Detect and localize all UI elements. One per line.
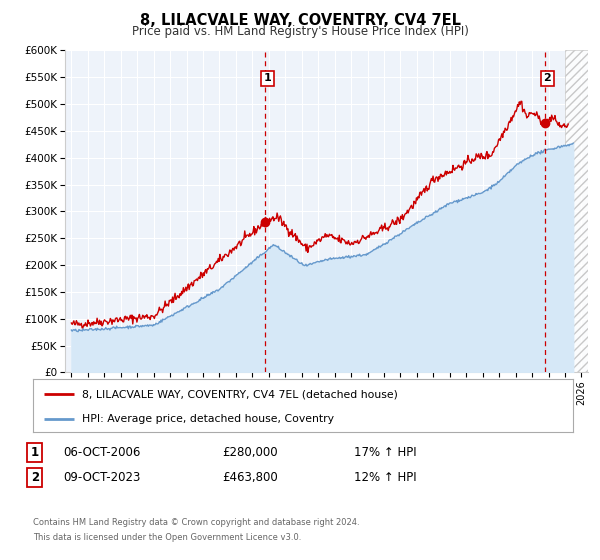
Text: Price paid vs. HM Land Registry's House Price Index (HPI): Price paid vs. HM Land Registry's House … — [131, 25, 469, 38]
Text: 8, LILACVALE WAY, COVENTRY, CV4 7EL (detached house): 8, LILACVALE WAY, COVENTRY, CV4 7EL (det… — [82, 389, 397, 399]
Text: 1: 1 — [263, 73, 271, 83]
Text: 12% ↑ HPI: 12% ↑ HPI — [354, 471, 416, 484]
Text: 8, LILACVALE WAY, COVENTRY, CV4 7EL: 8, LILACVALE WAY, COVENTRY, CV4 7EL — [139, 13, 461, 28]
Text: HPI: Average price, detached house, Coventry: HPI: Average price, detached house, Cove… — [82, 414, 334, 424]
Text: £280,000: £280,000 — [222, 446, 278, 459]
Text: 09-OCT-2023: 09-OCT-2023 — [63, 471, 140, 484]
Text: £463,800: £463,800 — [222, 471, 278, 484]
Text: 2: 2 — [544, 73, 551, 83]
Text: 1: 1 — [31, 446, 39, 459]
Text: 06-OCT-2006: 06-OCT-2006 — [63, 446, 140, 459]
Text: This data is licensed under the Open Government Licence v3.0.: This data is licensed under the Open Gov… — [33, 533, 301, 542]
Text: 2: 2 — [31, 471, 39, 484]
Text: Contains HM Land Registry data © Crown copyright and database right 2024.: Contains HM Land Registry data © Crown c… — [33, 518, 359, 527]
Text: 17% ↑ HPI: 17% ↑ HPI — [354, 446, 416, 459]
